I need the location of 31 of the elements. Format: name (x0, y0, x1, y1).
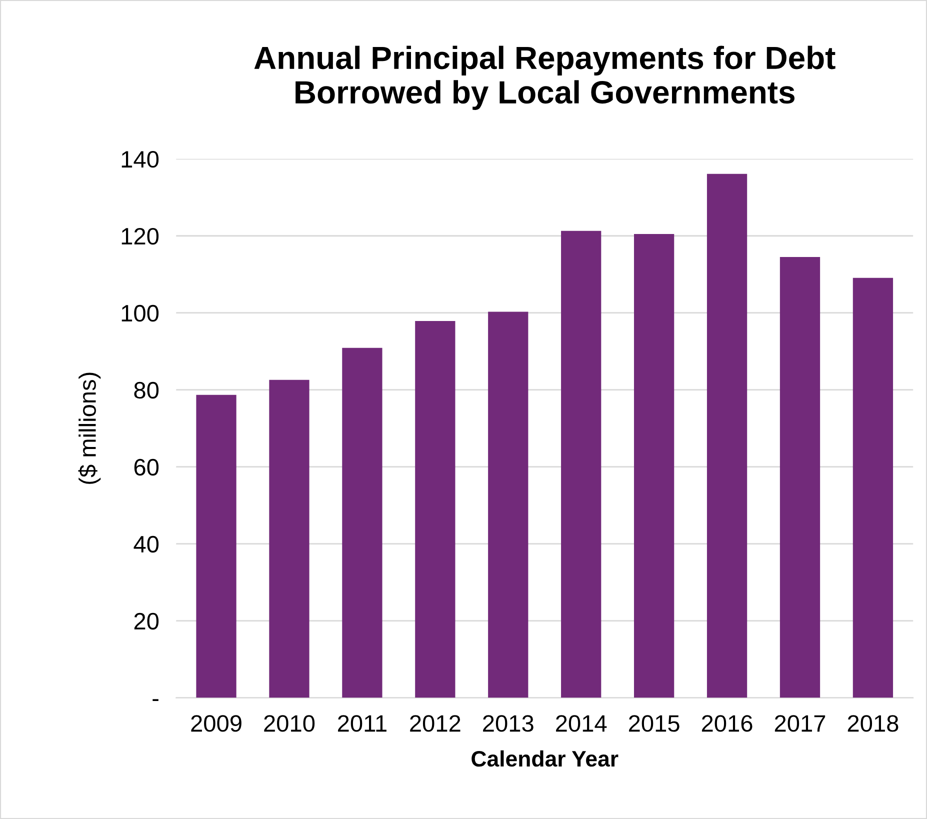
x-tick-label: 2012 (410, 715, 460, 732)
x-axis-title: Calendar Year (472, 750, 618, 767)
y-tick-label: - (152, 699, 158, 701)
x-tick-label: 2015 (628, 715, 680, 732)
y-tick-label: 60 (134, 458, 159, 476)
bar (634, 234, 674, 698)
bar (561, 230, 602, 698)
bar (488, 312, 528, 698)
y-tick-label: 140 (122, 150, 159, 168)
bar (852, 278, 894, 698)
y-tick-label: 40 (134, 536, 159, 553)
bar (269, 380, 310, 698)
y-axis-title: ($ millions) (78, 372, 101, 484)
bar (342, 348, 382, 698)
x-tick-label: 2010 (264, 715, 315, 732)
x-tick-label: 2011 (338, 715, 386, 732)
chart-title: Annual Principal Repayments for Debt Borrowed by Local Governments (254, 46, 836, 110)
x-tick-label: 2018 (848, 715, 898, 732)
bar (415, 320, 456, 698)
y-tick-label: 20 (134, 612, 159, 630)
x-tick-label: 2013 (483, 715, 534, 732)
y-tick-label: 100 (122, 304, 159, 322)
y-tick-label: 120 (122, 228, 159, 245)
y-tick-label: 80 (134, 382, 159, 399)
bar (780, 257, 820, 698)
bar (196, 394, 236, 698)
bar (706, 174, 748, 698)
x-tick-label: 2014 (556, 715, 607, 732)
x-tick-label: 2016 (702, 715, 752, 732)
x-tick-label: 2009 (191, 715, 242, 732)
x-tick-label: 2017 (774, 715, 826, 732)
